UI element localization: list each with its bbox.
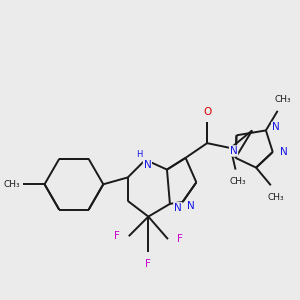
Text: N: N xyxy=(143,160,151,170)
Text: F: F xyxy=(114,231,120,241)
Text: CH₃: CH₃ xyxy=(4,180,20,189)
Text: CH₃: CH₃ xyxy=(274,94,291,103)
Text: N: N xyxy=(187,201,194,211)
Text: N: N xyxy=(230,146,237,156)
Text: N: N xyxy=(280,147,287,157)
Text: N: N xyxy=(272,122,280,133)
Text: H: H xyxy=(136,150,143,159)
Text: CH₃: CH₃ xyxy=(267,193,284,202)
Text: O: O xyxy=(203,107,211,117)
Text: F: F xyxy=(177,234,183,244)
Text: F: F xyxy=(146,259,151,269)
Text: N: N xyxy=(174,203,182,213)
Text: CH₃: CH₃ xyxy=(229,177,246,186)
